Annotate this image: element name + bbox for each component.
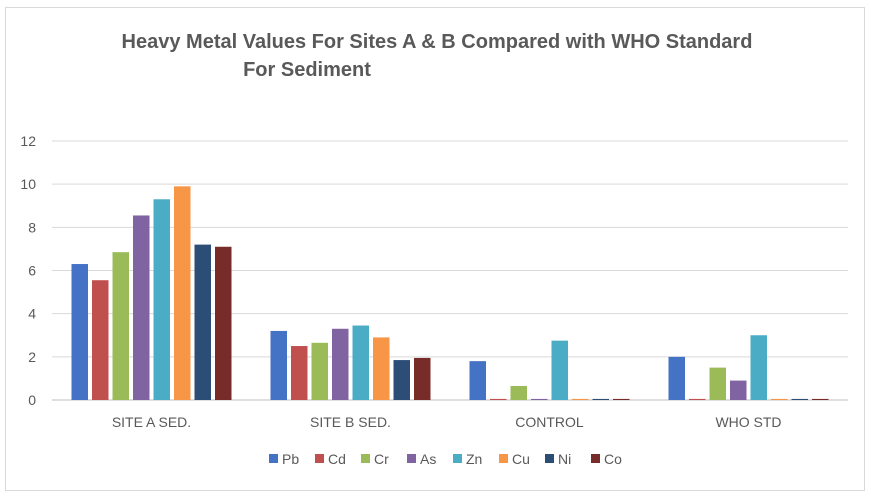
category-label: WHO STD	[715, 414, 781, 430]
legend-swatch	[591, 454, 600, 463]
bar-as-3	[730, 380, 747, 400]
bar-pb-3	[668, 356, 685, 400]
bar-co-3	[812, 398, 829, 400]
bar-pb-2	[469, 361, 486, 400]
bar-pb-0	[71, 264, 88, 400]
category-label: CONTROL	[515, 414, 584, 430]
bar-cu-2	[572, 398, 589, 400]
legend-label: Cu	[512, 451, 530, 467]
legend-item-cd: Cd	[315, 451, 346, 467]
bar-co-2	[613, 398, 630, 400]
legend: Pb Cd Cr As Zn Cu Ni Co	[269, 451, 622, 467]
legend-label: Cd	[328, 451, 346, 467]
bar-zn-3	[750, 335, 767, 400]
legend-label: As	[420, 451, 436, 467]
bar-cr-2	[510, 385, 527, 400]
bar-as-0	[133, 215, 150, 400]
legend-item-cr: Cr	[361, 451, 389, 467]
y-tick-label: 8	[28, 219, 36, 235]
bar-cu-1	[373, 337, 390, 400]
bar-as-1	[332, 328, 349, 400]
bar-cu-3	[771, 398, 788, 400]
legend-swatch	[361, 454, 370, 463]
legend-item-pb: Pb	[269, 451, 299, 467]
y-tick-label: 6	[28, 263, 36, 279]
bar-cd-2	[490, 398, 507, 400]
legend-item-co: Co	[591, 451, 622, 467]
legend-item-as: As	[407, 451, 436, 467]
y-tick-labels: 0 2 4 6 8 10 12	[20, 133, 36, 408]
legend-swatch	[269, 454, 278, 463]
chart-svg: Heavy Metal Values For Sites A & B Compa…	[20, 31, 848, 467]
legend-label: Ni	[558, 451, 571, 467]
bar-ni-1	[393, 360, 410, 400]
bar-co-1	[414, 357, 431, 400]
bar-zn-1	[352, 325, 369, 400]
bar-ni-3	[791, 398, 808, 400]
legend-swatch	[545, 454, 554, 463]
bar-cr-3	[709, 367, 726, 400]
y-tick-label: 10	[20, 176, 36, 192]
chart-title-line-1: Heavy Metal Values For Sites A & B Compa…	[122, 31, 753, 53]
legend-item-ni: Ni	[545, 451, 571, 467]
category-label: SITE B SED.	[310, 414, 391, 430]
y-tick-label: 4	[28, 306, 36, 322]
bar-cr-1	[311, 342, 328, 400]
bar-zn-0	[153, 199, 170, 400]
bar-cd-3	[689, 398, 706, 400]
legend-label: Zn	[466, 451, 482, 467]
chart-title-line-2: For Sediment	[243, 59, 371, 81]
category-labels: SITE A SED. SITE B SED. CONTROL WHO STD	[112, 414, 782, 430]
bar-cr-0	[112, 252, 129, 400]
bar-cd-1	[291, 346, 308, 400]
bar-cu-0	[174, 186, 191, 400]
legend-label: Pb	[282, 451, 299, 467]
y-tick-label: 2	[28, 349, 36, 365]
legend-swatch	[315, 454, 324, 463]
bar-cd-0	[92, 280, 109, 400]
bar-co-0	[215, 246, 232, 400]
legend-label: Cr	[374, 451, 389, 467]
bar-ni-2	[592, 398, 609, 400]
gridlines	[52, 140, 848, 401]
legend-item-zn: Zn	[453, 451, 482, 467]
chart-frame: Heavy Metal Values For Sites A & B Compa…	[5, 7, 865, 491]
bar-pb-1	[270, 330, 287, 400]
legend-swatch	[453, 454, 462, 463]
bar-ni-0	[194, 244, 211, 400]
legend-swatch	[499, 454, 508, 463]
legend-item-cu: Cu	[499, 451, 530, 467]
bar-zn-2	[551, 340, 568, 400]
y-tick-label: 12	[20, 133, 36, 149]
legend-swatch	[407, 454, 416, 463]
bars	[71, 186, 829, 400]
category-label: SITE A SED.	[112, 414, 191, 430]
y-tick-label: 0	[28, 392, 36, 408]
legend-label: Co	[604, 451, 622, 467]
bar-as-2	[531, 398, 548, 400]
